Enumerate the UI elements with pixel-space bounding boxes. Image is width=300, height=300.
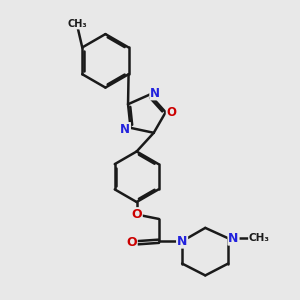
Text: CH₃: CH₃ — [249, 233, 270, 243]
Text: O: O — [167, 106, 177, 119]
Text: O: O — [126, 236, 137, 249]
Text: N: N — [120, 123, 130, 136]
Text: CH₃: CH₃ — [68, 19, 88, 29]
Text: N: N — [150, 87, 160, 100]
Text: N: N — [228, 232, 239, 245]
Text: O: O — [131, 208, 142, 221]
Text: N: N — [177, 235, 187, 248]
